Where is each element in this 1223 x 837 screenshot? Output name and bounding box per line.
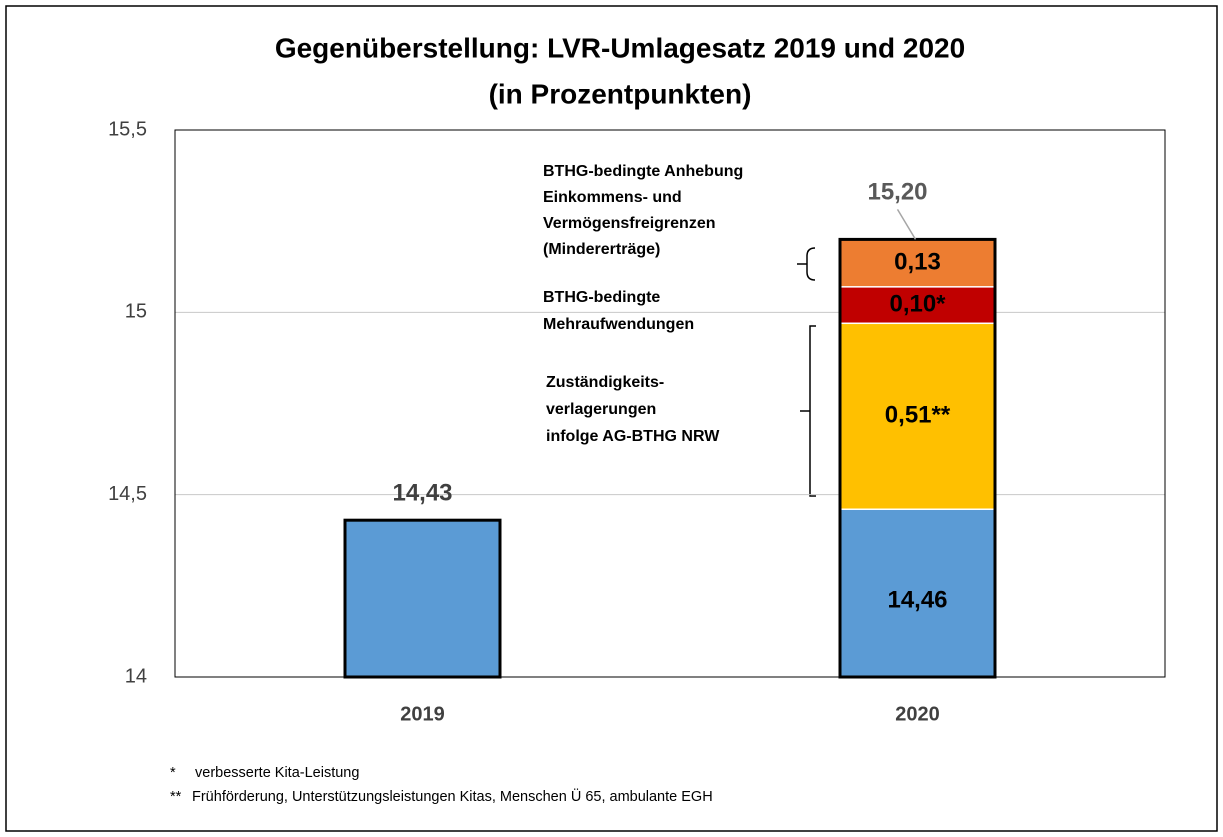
y-tick-label: 15 (125, 301, 147, 323)
annotation: Zuständigkeits- (546, 374, 664, 391)
brackets (797, 247, 816, 497)
footnote-marker: * (170, 765, 176, 781)
annotation: Einkommens- und (543, 189, 682, 206)
annotation: infolge AG-BTHG NRW (546, 428, 720, 445)
bar-outline (838, 237, 997, 679)
y-tick-label: 15,5 (108, 118, 147, 140)
chart-frame (5, 5, 1218, 832)
footnote-text: Frühförderung, Unterstützungsleistungen … (192, 787, 713, 805)
y-tick-label: 14,5 (108, 483, 147, 505)
value-label: 14,43 (392, 480, 452, 507)
chart-title: Gegenüberstellung: LVR-Umlagesatz 2019 u… (275, 32, 965, 63)
bar-outline (343, 518, 502, 679)
bracket (797, 247, 816, 281)
value-label: 0,13 (894, 248, 941, 275)
value-label: 0,51** (885, 402, 951, 429)
footnote-text: verbesserte Kita-Leistung (195, 765, 359, 781)
y-tick-label: 14 (125, 665, 147, 687)
bar-segment (839, 238, 996, 288)
annotation: BTHG-bedingte (543, 289, 660, 306)
bar-segment (344, 519, 501, 678)
annotation: verlagerungen (546, 401, 656, 418)
total-label: 15,20 (867, 179, 927, 206)
annotation: Mehraufwendungen (543, 316, 694, 333)
x-tick-label: 2020 (895, 703, 940, 725)
value-label: 14,46 (887, 586, 947, 613)
bar-segment (839, 286, 996, 325)
bracket (800, 325, 816, 497)
value-label: 0,10* (889, 290, 946, 317)
annotation: (Mindererträge) (543, 241, 660, 258)
annotation: BTHG-bedingte Anhebung (543, 163, 743, 180)
chart-title: (in Prozentpunkten) (489, 78, 752, 109)
total-leader (896, 209, 917, 240)
bar-segment (839, 508, 996, 678)
x-tick-label: 2019 (400, 703, 445, 725)
annotation: Vermögensfreigrenzen (543, 215, 716, 232)
plot-frame (174, 129, 1166, 678)
footnote-marker: ** (170, 789, 182, 805)
